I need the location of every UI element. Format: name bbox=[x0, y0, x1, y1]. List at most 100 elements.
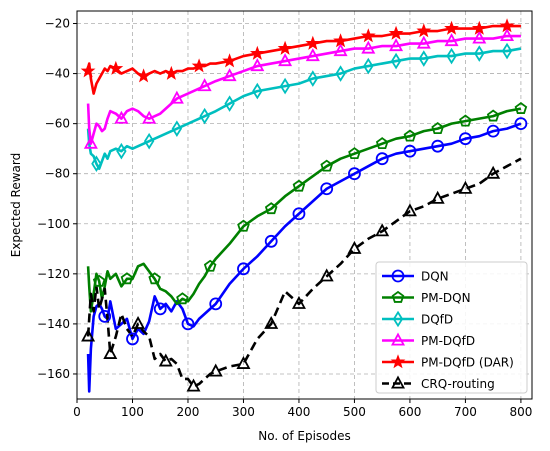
series-marker-0 bbox=[375, 152, 389, 166]
series-marker-4 bbox=[249, 45, 265, 60]
x-tick-label: 600 bbox=[398, 405, 421, 419]
series-marker-1 bbox=[264, 202, 278, 215]
x-axis-label: No. of Episodes bbox=[258, 429, 351, 443]
series-marker-0 bbox=[264, 234, 278, 248]
series-marker-2 bbox=[474, 45, 485, 62]
series-marker-3 bbox=[114, 110, 129, 124]
series-marker-0 bbox=[181, 317, 195, 331]
series-marker-3 bbox=[389, 38, 404, 52]
series-marker-1 bbox=[148, 272, 161, 285]
series-marker-2 bbox=[390, 52, 402, 70]
series-markers bbox=[80, 18, 528, 392]
series-marker-4 bbox=[108, 60, 124, 75]
legend-label-4: PM-DQfD (DAR) bbox=[421, 356, 514, 370]
series-marker-5 bbox=[264, 315, 279, 329]
y-tick-label: −140 bbox=[37, 317, 70, 331]
series-marker-4 bbox=[191, 58, 207, 73]
series-marker-0 bbox=[403, 144, 417, 158]
y-tick-label: −100 bbox=[37, 217, 70, 231]
legend-marker-3 bbox=[390, 332, 406, 346]
series-marker-4 bbox=[80, 63, 96, 78]
series-marker-5 bbox=[458, 180, 473, 194]
series-marker-4 bbox=[416, 23, 432, 38]
series-marker-5 bbox=[236, 356, 251, 369]
series-marker-1 bbox=[92, 274, 106, 287]
series-marker-3 bbox=[500, 28, 515, 42]
series-marker-2 bbox=[224, 95, 235, 112]
series-marker-3 bbox=[305, 48, 320, 62]
plot-frame bbox=[76, 10, 533, 400]
series-marker-4 bbox=[360, 28, 376, 43]
series-marker-5 bbox=[430, 190, 445, 204]
series-marker-0 bbox=[320, 182, 334, 196]
series-marker-3 bbox=[333, 43, 348, 57]
series-marker-0 bbox=[431, 139, 445, 153]
series-line-4 bbox=[86, 24, 521, 95]
series-marker-1 bbox=[237, 219, 250, 232]
x-tick-label: 500 bbox=[343, 405, 366, 419]
series-marker-0 bbox=[514, 117, 528, 131]
series-marker-4 bbox=[388, 25, 404, 40]
x-tick-label: 700 bbox=[454, 405, 477, 419]
series-marker-1 bbox=[486, 109, 500, 122]
x-tick-label: 0 bbox=[73, 405, 81, 419]
series-marker-0 bbox=[237, 262, 250, 276]
series-marker-5 bbox=[158, 353, 173, 367]
series-marker-3 bbox=[361, 40, 376, 54]
y-tick-label: −160 bbox=[37, 367, 70, 381]
y-tick-label: −60 bbox=[45, 117, 70, 131]
series-marker-0 bbox=[348, 167, 361, 181]
y-tick-label: −40 bbox=[45, 67, 70, 81]
series-marker-3 bbox=[472, 30, 487, 44]
series-marker-4 bbox=[444, 20, 459, 35]
series-marker-4 bbox=[136, 68, 151, 83]
series-marker-2 bbox=[252, 82, 263, 100]
legend: DQN PM-DQN DQfD PM-DQfD PM-DQfD (DAR) CRQ-rou… bbox=[375, 261, 528, 394]
series-marker-2 bbox=[335, 65, 346, 82]
y-axis-label: Expected Reward bbox=[9, 153, 23, 258]
axis-ticks: 0 100 200 300 400 500 600 700 800 −160 −140 −120 −10… bbox=[37, 17, 532, 419]
legend-label-0: DQN bbox=[421, 270, 449, 284]
series-marker-1 bbox=[292, 179, 306, 192]
x-tick-label: 300 bbox=[232, 405, 255, 419]
series-marker-1 bbox=[375, 137, 389, 150]
series-marker-4 bbox=[333, 33, 348, 48]
series-marker-5 bbox=[81, 328, 96, 342]
series-marker-3 bbox=[169, 90, 184, 104]
series-marker-0 bbox=[209, 297, 223, 311]
series-marker-3 bbox=[197, 78, 212, 92]
legend-marker-0 bbox=[391, 269, 405, 283]
legend-label-2: DQfD bbox=[421, 313, 453, 327]
x-tick-label: 200 bbox=[177, 405, 200, 419]
series-marker-2 bbox=[279, 77, 291, 95]
x-tick-label: 400 bbox=[287, 405, 310, 419]
series-marker-1 bbox=[431, 122, 444, 135]
series-marker-3 bbox=[250, 58, 265, 72]
series-marker-1 bbox=[403, 129, 417, 142]
series-marker-4 bbox=[471, 20, 487, 35]
series-marker-1 bbox=[203, 259, 217, 272]
series-marker-2 bbox=[171, 120, 183, 137]
series-marker-3 bbox=[444, 33, 459, 47]
series-marker-4 bbox=[499, 18, 515, 33]
series-marker-2 bbox=[501, 42, 513, 60]
series-marker-0 bbox=[292, 207, 306, 221]
series-marker-3 bbox=[83, 135, 98, 149]
series-marker-0 bbox=[126, 332, 139, 346]
series-marker-5 bbox=[319, 268, 334, 282]
legend-marker-5 bbox=[390, 375, 406, 389]
series-marker-3 bbox=[278, 53, 293, 67]
x-tick-label: 100 bbox=[121, 405, 144, 419]
series-marker-3 bbox=[142, 110, 157, 124]
series-marker-5 bbox=[208, 363, 223, 377]
series-marker-5 bbox=[402, 203, 417, 217]
legend-marker-4 bbox=[390, 354, 406, 369]
y-tick-label: −120 bbox=[37, 267, 70, 281]
legend-label-3: PM-DQfD bbox=[421, 334, 475, 348]
series-marker-5 bbox=[131, 315, 146, 329]
series-marker-2 bbox=[199, 107, 210, 125]
x-tick-label: 800 bbox=[509, 405, 532, 419]
series-marker-4 bbox=[163, 65, 179, 80]
series-marker-1 bbox=[120, 272, 134, 285]
series-marker-1 bbox=[514, 102, 528, 114]
